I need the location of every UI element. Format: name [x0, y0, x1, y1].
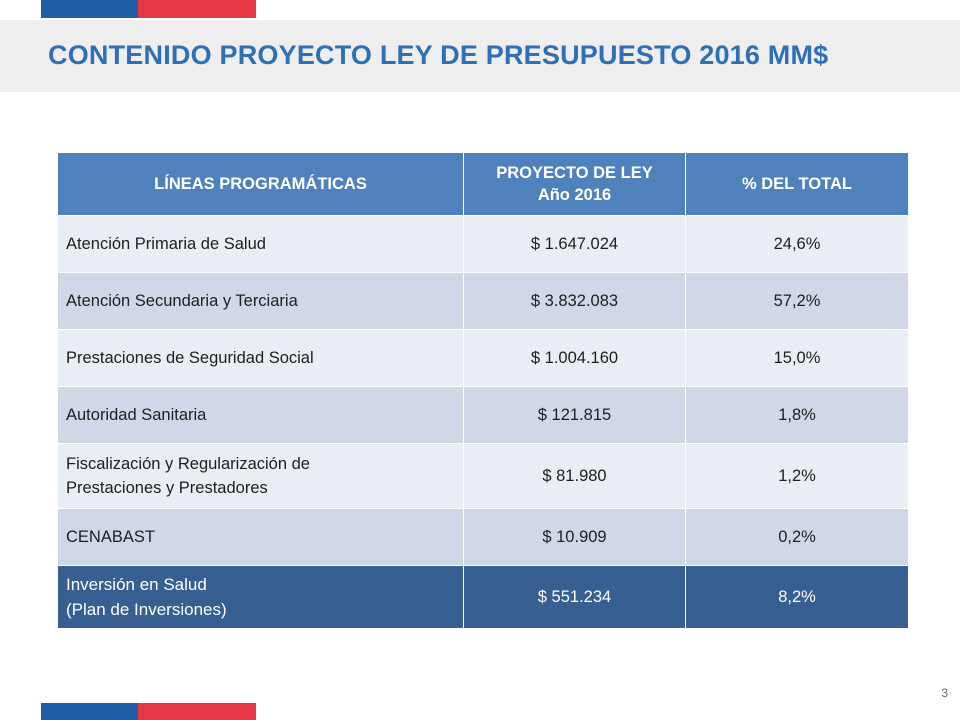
header-proyecto-line1: PROYECTO DE LEY [496, 164, 653, 182]
row-percent: 1,2% [685, 443, 909, 509]
table-row: Autoridad Sanitaria $ 121.815 1,8% [57, 386, 909, 444]
header-proyecto-line2: Año 2016 [537, 186, 612, 204]
flag-blue-segment [41, 0, 138, 18]
row-percent: 1,8% [685, 386, 909, 444]
top-flag-bar [41, 0, 256, 18]
header-proyecto-de-ley: PROYECTO DE LEY Año 2016 [463, 152, 686, 216]
header-porcentaje-total: % DEL TOTAL [685, 152, 909, 216]
row-amount: $ 1.647.024 [463, 215, 686, 273]
header-lineas-programaticas: LÍNEAS PROGRAMÁTICAS [57, 152, 464, 216]
row-label-line1: Fiscalización y Regularización de [66, 455, 310, 473]
row-amount: $ 3.832.083 [463, 272, 686, 330]
table-header-row: LÍNEAS PROGRAMÁTICAS PROYECTO DE LEY Año… [57, 152, 909, 216]
row-label: CENABAST [57, 508, 464, 566]
title-band [0, 20, 960, 92]
flag-red-segment [138, 0, 256, 18]
table-row: Atención Secundaria y Terciaria $ 3.832.… [57, 272, 909, 330]
table-row: Fiscalización y Regularización de Presta… [57, 443, 909, 509]
total-label: Inversión en Salud (Plan de Inversiones) [57, 565, 464, 629]
total-label-line1: Inversión en Salud [66, 575, 207, 594]
bottom-flag-bar [41, 703, 256, 720]
slide-title: CONTENIDO PROYECTO LEY DE PRESUPUESTO 20… [48, 40, 829, 70]
row-amount: $ 81.980 [463, 443, 686, 509]
table-row: Prestaciones de Seguridad Social $ 1.004… [57, 329, 909, 387]
row-label: Autoridad Sanitaria [57, 386, 464, 444]
table-row: Atención Primaria de Salud $ 1.647.024 2… [57, 215, 909, 273]
row-percent: 24,6% [685, 215, 909, 273]
total-amount: $ 551.234 [463, 565, 686, 629]
flag-red-segment [138, 703, 256, 720]
page-number: 3 [941, 686, 948, 700]
row-label: Atención Secundaria y Terciaria [57, 272, 464, 330]
row-percent: 0,2% [685, 508, 909, 566]
row-label: Prestaciones de Seguridad Social [57, 329, 464, 387]
row-amount: $ 1.004.160 [463, 329, 686, 387]
table-row: CENABAST $ 10.909 0,2% [57, 508, 909, 566]
row-amount: $ 121.815 [463, 386, 686, 444]
row-percent: 15,0% [685, 329, 909, 387]
row-percent: 57,2% [685, 272, 909, 330]
row-label-line2: Prestaciones y Prestadores [66, 479, 268, 497]
budget-table: LÍNEAS PROGRAMÁTICAS PROYECTO DE LEY Año… [57, 152, 909, 629]
row-label: Atención Primaria de Salud [57, 215, 464, 273]
flag-blue-segment [41, 703, 138, 720]
row-amount: $ 10.909 [463, 508, 686, 566]
total-row: Inversión en Salud (Plan de Inversiones)… [57, 565, 909, 629]
total-label-line2: (Plan de Inversiones) [66, 600, 227, 619]
total-percent: 8,2% [685, 565, 909, 629]
row-label: Fiscalización y Regularización de Presta… [57, 443, 464, 509]
